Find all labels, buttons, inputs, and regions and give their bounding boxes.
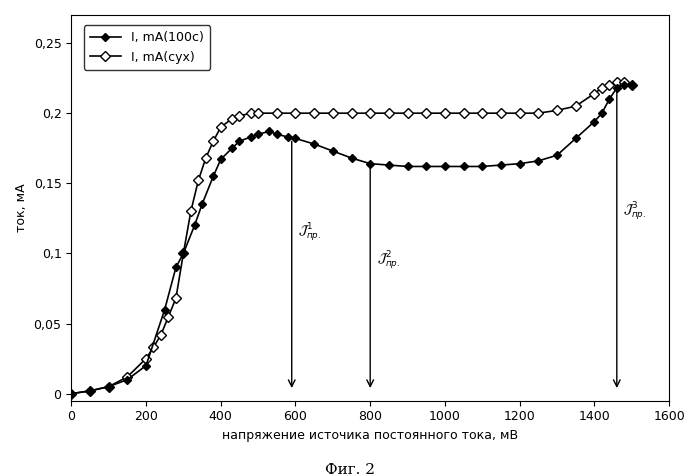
I, mA(сух) bbox=[347, 110, 356, 116]
I, mA(сух) bbox=[235, 113, 244, 119]
I, mA(сух) bbox=[67, 391, 76, 397]
I, mA(100с) bbox=[628, 82, 636, 88]
I, mA(100с) bbox=[291, 136, 300, 141]
I, mA(100с) bbox=[403, 164, 412, 169]
I, mA(100с) bbox=[553, 152, 561, 158]
Legend: I, mA(100с), I, mA(сух): I, mA(100с), I, mA(сух) bbox=[83, 25, 210, 70]
I, mA(сух) bbox=[194, 178, 202, 183]
I, mA(сух) bbox=[441, 110, 449, 116]
Text: Фиг. 2: Фиг. 2 bbox=[325, 463, 375, 476]
Text: $\mathit{\mathcal{J}}_{пр.}^{2}$: $\mathit{\mathcal{J}}_{пр.}^{2}$ bbox=[377, 249, 400, 271]
I, mA(100с) bbox=[441, 164, 449, 169]
I, mA(сух) bbox=[328, 110, 337, 116]
I, mA(100с) bbox=[198, 201, 206, 207]
Text: $\mathit{\mathcal{J}}_{пр.}^{3}$: $\mathit{\mathcal{J}}_{пр.}^{3}$ bbox=[623, 200, 646, 222]
I, mA(сух) bbox=[187, 208, 195, 214]
I, mA(100с) bbox=[478, 164, 486, 169]
I, mA(сух) bbox=[478, 110, 486, 116]
I, mA(сух) bbox=[157, 332, 165, 337]
I, mA(100с) bbox=[347, 155, 356, 161]
I, mA(100с) bbox=[310, 141, 319, 147]
I, mA(сух) bbox=[605, 82, 613, 88]
I, mA(100с) bbox=[366, 161, 375, 167]
I, mA(сух) bbox=[246, 110, 255, 116]
I, mA(сух) bbox=[534, 110, 542, 116]
Line: I, mA(сух): I, mA(сух) bbox=[68, 79, 635, 397]
Y-axis label: ток, мА: ток, мА bbox=[15, 184, 28, 232]
I, mA(сух) bbox=[385, 110, 393, 116]
I, mA(100с) bbox=[67, 391, 76, 397]
I, mA(100с) bbox=[385, 162, 393, 168]
I, mA(100с) bbox=[272, 131, 281, 137]
I, mA(100с) bbox=[265, 129, 274, 134]
I, mA(сух) bbox=[209, 139, 218, 144]
I, mA(сух) bbox=[272, 110, 281, 116]
I, mA(100с) bbox=[284, 134, 292, 140]
I, mA(сух) bbox=[459, 110, 468, 116]
I, mA(100с) bbox=[104, 384, 113, 389]
I, mA(сух) bbox=[164, 314, 173, 319]
I, mA(сух) bbox=[86, 388, 94, 394]
I, mA(сух) bbox=[254, 110, 262, 116]
I, mA(100с) bbox=[590, 119, 598, 124]
I, mA(сух) bbox=[172, 296, 180, 301]
I, mA(сух) bbox=[216, 124, 225, 130]
I, mA(100с) bbox=[497, 162, 505, 168]
I, mA(сух) bbox=[228, 116, 236, 122]
I, mA(100с) bbox=[620, 82, 629, 88]
Text: $\mathit{\mathcal{J}}_{пр.}^{1}$: $\mathit{\mathcal{J}}_{пр.}^{1}$ bbox=[298, 221, 321, 243]
I, mA(100с) bbox=[123, 377, 132, 383]
I, mA(100с) bbox=[179, 250, 188, 256]
I, mA(сух) bbox=[422, 110, 430, 116]
I, mA(сух) bbox=[628, 82, 636, 88]
I, mA(сух) bbox=[403, 110, 412, 116]
I, mA(100с) bbox=[515, 161, 524, 167]
I, mA(сух) bbox=[142, 356, 150, 361]
I, mA(сух) bbox=[620, 79, 629, 85]
I, mA(100с) bbox=[190, 222, 199, 228]
I, mA(100с) bbox=[459, 164, 468, 169]
I, mA(сух) bbox=[149, 345, 158, 350]
I, mA(сух) bbox=[590, 91, 598, 97]
I, mA(100с) bbox=[86, 388, 94, 394]
I, mA(сух) bbox=[598, 85, 606, 91]
I, mA(сух) bbox=[553, 108, 561, 113]
I, mA(100с) bbox=[142, 363, 150, 368]
I, mA(100с) bbox=[534, 158, 542, 164]
I, mA(сух) bbox=[104, 384, 113, 389]
I, mA(100с) bbox=[228, 145, 236, 151]
I, mA(сух) bbox=[123, 374, 132, 380]
I, mA(сух) bbox=[310, 110, 319, 116]
I, mA(сух) bbox=[291, 110, 300, 116]
I, mA(100с) bbox=[160, 307, 169, 312]
I, mA(100с) bbox=[612, 85, 621, 91]
Line: I, mA(100с): I, mA(100с) bbox=[68, 82, 635, 397]
I, mA(100с) bbox=[254, 131, 262, 137]
I, mA(сух) bbox=[515, 110, 524, 116]
I, mA(100с) bbox=[605, 96, 613, 102]
I, mA(сух) bbox=[612, 79, 621, 85]
I, mA(100с) bbox=[422, 164, 430, 169]
I, mA(100с) bbox=[216, 157, 225, 162]
I, mA(сух) bbox=[202, 155, 210, 161]
I, mA(100с) bbox=[571, 136, 580, 141]
I, mA(100с) bbox=[172, 265, 180, 270]
I, mA(сух) bbox=[497, 110, 505, 116]
I, mA(100с) bbox=[598, 110, 606, 116]
I, mA(100с) bbox=[209, 173, 218, 179]
I, mA(100с) bbox=[328, 148, 337, 154]
X-axis label: напряжение источика постоянного тока, мВ: напряжение источика постоянного тока, мВ bbox=[222, 429, 518, 442]
I, mA(сух) bbox=[571, 103, 580, 109]
I, mA(сух) bbox=[366, 110, 375, 116]
I, mA(100с) bbox=[235, 139, 244, 144]
I, mA(100с) bbox=[246, 134, 255, 140]
I, mA(сух) bbox=[179, 250, 188, 256]
